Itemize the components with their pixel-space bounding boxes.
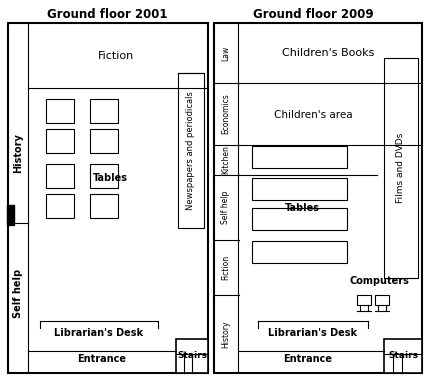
Text: Tables: Tables xyxy=(284,203,319,213)
Bar xyxy=(383,339,421,373)
Text: Computers: Computers xyxy=(348,276,408,286)
Text: Ground floor 2001: Ground floor 2001 xyxy=(46,7,167,21)
Text: Children's area: Children's area xyxy=(273,110,351,120)
Text: Fiction: Fiction xyxy=(221,255,230,280)
Bar xyxy=(90,164,118,188)
Bar xyxy=(46,99,74,123)
Bar xyxy=(251,241,346,263)
Bar xyxy=(374,295,388,305)
Bar xyxy=(8,23,207,373)
Text: Children's Books: Children's Books xyxy=(281,48,373,58)
Bar xyxy=(7,205,14,225)
Text: Self help: Self help xyxy=(221,191,230,224)
Text: History: History xyxy=(13,133,23,173)
Bar xyxy=(178,73,204,228)
Text: Self help: Self help xyxy=(13,268,23,317)
Text: Entrance: Entrance xyxy=(77,354,126,364)
Bar xyxy=(46,194,74,218)
Bar xyxy=(383,58,417,278)
Bar xyxy=(251,178,346,200)
Text: Fiction: Fiction xyxy=(98,51,134,61)
Bar xyxy=(213,23,421,373)
Bar xyxy=(176,339,207,373)
Text: Librarian's Desk: Librarian's Desk xyxy=(54,328,143,338)
Text: Entrance: Entrance xyxy=(283,354,332,364)
Bar xyxy=(356,295,370,305)
Text: Librarian's Desk: Librarian's Desk xyxy=(268,328,357,338)
Text: Ground floor 2009: Ground floor 2009 xyxy=(252,7,372,21)
Bar xyxy=(90,129,118,153)
Bar xyxy=(90,99,118,123)
Bar xyxy=(90,194,118,218)
Text: Stairs: Stairs xyxy=(177,352,207,360)
Bar xyxy=(46,164,74,188)
Text: Law: Law xyxy=(221,45,230,61)
Text: Newspapers and periodicals: Newspapers and periodicals xyxy=(186,91,195,210)
Text: Kitchen: Kitchen xyxy=(221,146,230,175)
Text: Stairs: Stairs xyxy=(387,352,417,360)
Bar xyxy=(251,146,346,168)
Text: Economics: Economics xyxy=(221,94,230,134)
Bar xyxy=(46,129,74,153)
Text: Films and DVDs: Films and DVDs xyxy=(396,133,405,203)
Text: Tables: Tables xyxy=(92,173,127,183)
Text: History: History xyxy=(221,320,230,348)
Bar xyxy=(251,208,346,230)
